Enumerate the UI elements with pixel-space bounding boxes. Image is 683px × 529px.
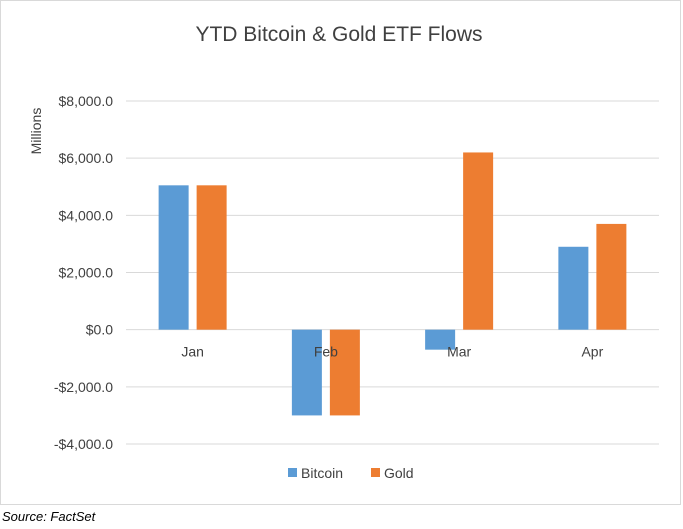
y-tick-label: $0.0 (86, 322, 113, 338)
source-note: Source: FactSet (2, 509, 96, 524)
y-tick-label: $8,000.0 (59, 93, 114, 109)
legend: Bitcoin Gold (288, 465, 414, 481)
x-tick-label: Feb (314, 344, 338, 360)
chart-svg: YTD Bitcoin & Gold ETF Flows -$4,000.0-$… (28, 23, 659, 481)
bars (158, 152, 627, 416)
y-axis-label: Millions (28, 108, 44, 155)
bar-gold-jan (196, 185, 227, 330)
bar-bitcoin-jan (158, 185, 189, 330)
y-axis-tick-labels: -$4,000.0 -$2,000.0 $0.0 $2,000.0 $4,000.0 $6… (54, 93, 113, 452)
bar-bitcoin-feb (291, 329, 322, 416)
x-axis-tick-labels: Jan Feb Mar Apr (181, 344, 603, 360)
bar-gold-feb (329, 329, 360, 416)
y-tick-label: $2,000.0 (59, 265, 114, 281)
x-tick-label: Mar (447, 344, 471, 360)
chart-title: YTD Bitcoin & Gold ETF Flows (195, 23, 482, 46)
x-tick-label: Jan (181, 344, 204, 360)
y-tick-label: -$2,000.0 (54, 379, 113, 395)
y-tick-label: $6,000.0 (59, 150, 114, 166)
bar-gold-apr (596, 223, 627, 330)
bar-bitcoin-mar (425, 329, 456, 350)
legend-swatch-gold (371, 468, 380, 477)
legend-label-gold: Gold (384, 465, 414, 481)
x-tick-label: Apr (581, 344, 603, 360)
y-tick-label: -$4,000.0 (54, 436, 113, 452)
chart-frame: YTD Bitcoin & Gold ETF Flows -$4,000.0 -$… (0, 0, 681, 505)
legend-swatch-bitcoin (288, 468, 297, 477)
bar-gold-mar (463, 152, 494, 330)
legend-label-bitcoin: Bitcoin (301, 465, 343, 481)
bar-bitcoin-apr (558, 246, 589, 330)
y-tick-label: $4,000.0 (59, 207, 114, 223)
